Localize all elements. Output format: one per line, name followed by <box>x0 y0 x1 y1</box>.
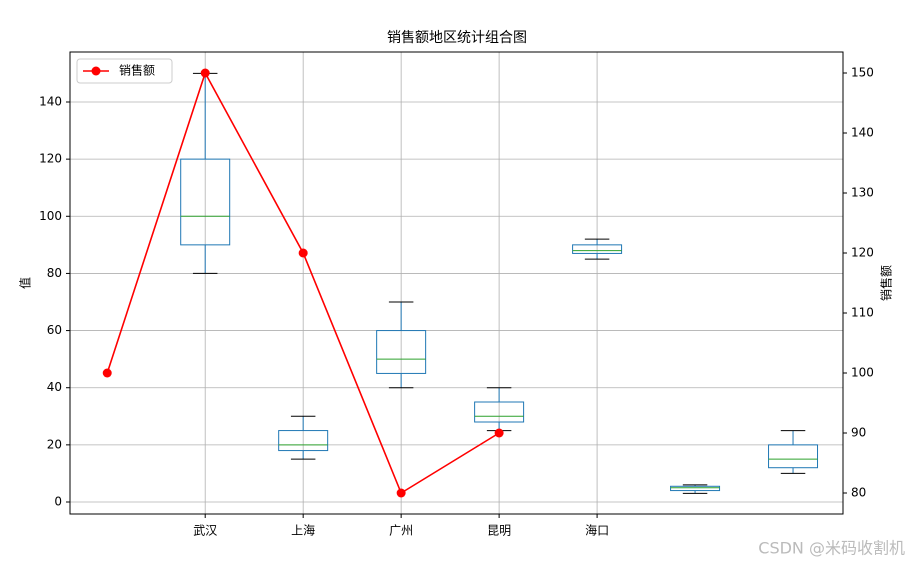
y2-tick-label: 120 <box>851 246 874 260</box>
y2-tick-label: 140 <box>851 126 874 140</box>
y2-tick-label: 110 <box>851 306 874 320</box>
y2-tick-label: 130 <box>851 186 874 200</box>
box <box>768 444 819 469</box>
y2-tick-label: 150 <box>851 66 874 80</box>
y2-tick-label: 100 <box>851 366 874 380</box>
y2-axis-label: 销售额 <box>879 265 894 301</box>
box <box>376 330 427 374</box>
x-tick-label: 上海 <box>291 523 315 538</box>
chart-title: 销售额地区统计组合图 <box>387 30 527 46</box>
box <box>670 485 721 492</box>
legend-label: 销售额 <box>119 63 155 78</box>
y-tick-label: 140 <box>39 95 62 109</box>
marker <box>494 428 504 438</box>
marker <box>102 368 112 378</box>
y2-tick-label: 80 <box>851 486 866 500</box>
marker <box>396 488 406 498</box>
x-tick-label: 武汉 <box>193 524 217 538</box>
legend <box>76 58 173 84</box>
plot-frame <box>69 51 844 515</box>
box <box>180 158 231 246</box>
y-axis-label: 值 <box>18 277 33 289</box>
y-tick-label: 40 <box>47 380 62 394</box>
y-tick-label: 60 <box>47 323 62 337</box>
legend-marker <box>91 66 101 76</box>
box <box>572 244 623 254</box>
box <box>474 401 525 423</box>
y2-tick-label: 90 <box>851 426 866 440</box>
watermark: CSDN @米码收割机 <box>758 539 905 558</box>
x-tick-label: 昆明 <box>487 524 511 538</box>
y-tick-label: 0 <box>54 495 62 509</box>
marker <box>200 68 210 78</box>
y-tick-label: 120 <box>39 152 62 166</box>
y-tick-label: 20 <box>47 437 62 451</box>
y-tick-label: 100 <box>39 209 62 223</box>
x-tick-label: 海口 <box>585 523 609 538</box>
y-tick-label: 80 <box>47 266 62 280</box>
marker <box>298 248 308 258</box>
box <box>278 430 329 452</box>
x-tick-label: 广州 <box>389 524 413 538</box>
